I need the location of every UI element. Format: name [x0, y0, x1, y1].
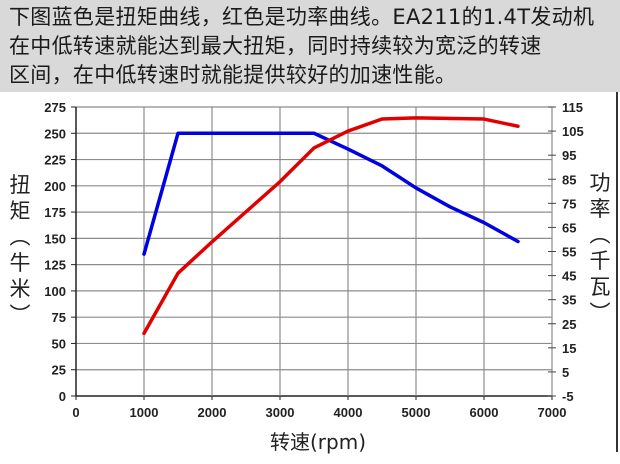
torque-power-chart: 0 25 50 75 100 125 150 175 200 225 250 275 0 1000 2000… — [0, 92, 620, 464]
left-tick-label: 275 — [44, 100, 66, 115]
x-tick-label: 6000 — [470, 405, 499, 420]
right-tick-label: 15 — [562, 341, 576, 356]
left-tick-label: 225 — [44, 153, 66, 168]
right-tick-label: 85 — [562, 172, 576, 187]
axis-label-char: 矩 — [9, 199, 31, 223]
right-tick-label: -5 — [562, 389, 574, 404]
x-tick-label: 3000 — [266, 405, 295, 420]
axis-label-char: 扭 — [9, 173, 31, 197]
left-tick-label: 150 — [44, 231, 66, 246]
axis-label-char: 米 — [9, 277, 31, 301]
x-tick-label: 0 — [72, 405, 79, 420]
x-tick-label: 5000 — [402, 405, 431, 420]
x-tick-label: 7000 — [538, 405, 567, 420]
right-tick-label: 5 — [562, 365, 569, 380]
right-tick-label: 75 — [562, 196, 576, 211]
caption-line-1: 下图蓝色是扭矩曲线，红色是功率曲线。EA211的1.4T发动机 — [9, 5, 595, 29]
power-curve — [142, 116, 520, 336]
axis-label-char: 牛 — [9, 251, 31, 275]
right-tick-label: 25 — [562, 317, 576, 332]
caption-text: 下图蓝色是扭矩曲线，红色是功率曲线。EA211的1.4T发动机 在中低转速就能达… — [0, 0, 620, 92]
left-tick-label: 175 — [44, 205, 66, 220]
axis-label-char: 瓦 — [589, 275, 611, 299]
axis-label-char: 率 — [589, 197, 611, 221]
left-tick-label: 200 — [44, 179, 66, 194]
right-tick-label: 95 — [562, 148, 576, 163]
left-tick-label: 25 — [52, 363, 66, 378]
left-tick-label: 100 — [44, 284, 66, 299]
axis-label-char: 千 — [589, 249, 611, 273]
x-tick-label: 2000 — [198, 405, 227, 420]
axis-label-char: ︶ — [9, 303, 31, 327]
left-tick-label: 250 — [44, 126, 66, 141]
right-tick-label: 55 — [562, 245, 576, 260]
axis-label-char: 功 — [589, 171, 611, 195]
chart-plot-area: 0 25 50 75 100 125 150 175 200 225 250 275 0 1000 2000… — [44, 100, 584, 420]
axis-label-char: ︵ — [589, 223, 611, 247]
right-axis-label: 功率 ︵ 千瓦 ︶ — [588, 170, 612, 326]
right-tick-label: 45 — [562, 269, 576, 284]
left-axis-label: 扭矩 ︵ 牛米 ︶ — [8, 172, 32, 328]
left-tick-label: 75 — [52, 310, 66, 325]
right-tick-label: 105 — [562, 124, 584, 139]
frame-border — [616, 92, 618, 452]
axis-label-char: ︵ — [9, 225, 31, 249]
caption-line-3: 区间，在中低转速时就能提供较好的加速性能。 — [9, 63, 457, 87]
x-axis-label: 转速(rpm) — [270, 430, 367, 454]
left-tick-label: 0 — [59, 389, 66, 404]
axis-label-char: ︶ — [589, 301, 611, 325]
x-tick-label: 4000 — [334, 405, 363, 420]
left-tick-label: 50 — [52, 336, 66, 351]
left-tick-label: 125 — [44, 258, 66, 273]
caption-line-2: 在中低转速就能达到最大扭矩，同时持续较为宽泛的转速 — [9, 34, 542, 58]
right-tick-label: 65 — [562, 220, 576, 235]
x-tick-label: 1000 — [130, 405, 159, 420]
right-tick-label: 35 — [562, 293, 576, 308]
torque-curve — [142, 131, 520, 256]
right-tick-label: 115 — [562, 100, 583, 115]
